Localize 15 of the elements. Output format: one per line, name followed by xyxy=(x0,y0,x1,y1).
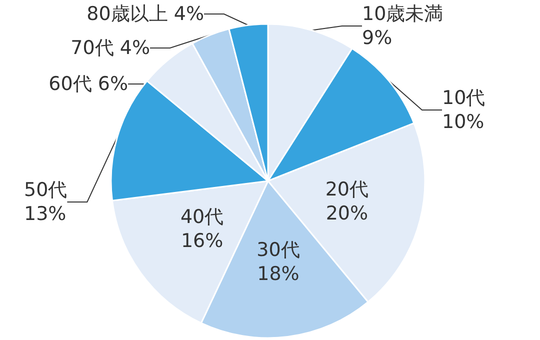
slice-label: 40代 xyxy=(180,206,224,228)
slice-label: 30代 xyxy=(256,238,300,261)
data-label: 18% xyxy=(257,262,300,285)
data-label: 9% xyxy=(362,27,392,49)
slice-label: 10代 xyxy=(442,87,486,109)
data-label: 20% xyxy=(326,202,368,224)
data-label: 13% xyxy=(24,203,66,225)
slice-label: 20代 xyxy=(325,178,369,200)
slice-label: 10歳未満 xyxy=(362,3,444,25)
slice-label: 60代 6% xyxy=(48,73,128,95)
slice-label: 80歳以上 4% xyxy=(86,3,204,25)
data-label: 16% xyxy=(180,230,224,252)
slice-label: 70代 4% xyxy=(70,37,150,59)
slice-label: 50代 xyxy=(24,179,68,201)
data-label: 10% xyxy=(442,111,484,133)
